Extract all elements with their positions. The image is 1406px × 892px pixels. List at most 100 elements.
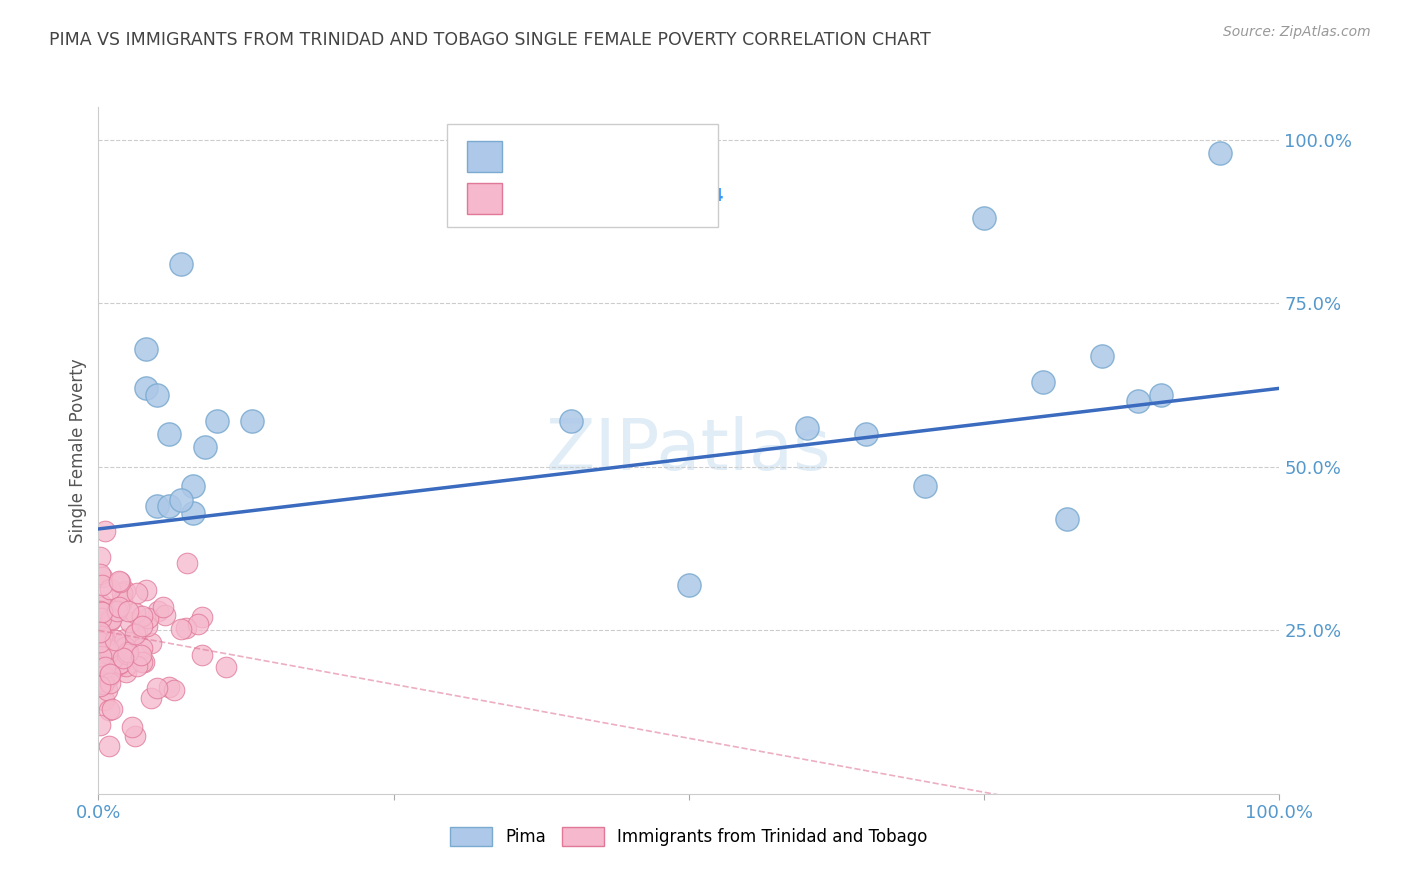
Point bbox=[98, 703, 121, 717]
FancyBboxPatch shape bbox=[447, 124, 718, 227]
Point bbox=[89, 549, 111, 564]
Point bbox=[163, 683, 186, 698]
Text: Source: ZipAtlas.com: Source: ZipAtlas.com bbox=[1223, 25, 1371, 39]
Point bbox=[1209, 145, 1232, 160]
Point bbox=[131, 619, 153, 633]
Point bbox=[98, 601, 121, 615]
Point bbox=[152, 599, 174, 614]
Point bbox=[124, 730, 146, 744]
Text: 104: 104 bbox=[686, 187, 724, 205]
Point bbox=[191, 609, 214, 624]
Point bbox=[89, 624, 111, 639]
Point bbox=[93, 692, 115, 706]
Point bbox=[1126, 394, 1149, 409]
Point bbox=[89, 718, 111, 732]
Point bbox=[914, 479, 936, 493]
Point bbox=[98, 668, 121, 682]
Point bbox=[90, 578, 112, 592]
Point bbox=[90, 610, 112, 624]
Point bbox=[135, 381, 157, 395]
Point bbox=[98, 667, 121, 681]
Point bbox=[94, 618, 117, 632]
Point bbox=[125, 658, 148, 673]
Point bbox=[117, 648, 139, 662]
Point bbox=[131, 656, 153, 670]
Point bbox=[181, 506, 204, 520]
Point bbox=[174, 621, 197, 635]
Point bbox=[170, 492, 193, 507]
Text: ZIPatlas: ZIPatlas bbox=[546, 416, 832, 485]
Legend: Pima, Immigrants from Trinidad and Tobago: Pima, Immigrants from Trinidad and Tobag… bbox=[441, 818, 936, 855]
Point bbox=[90, 648, 112, 663]
Point bbox=[157, 499, 180, 513]
Point bbox=[89, 600, 111, 615]
Text: N =: N = bbox=[636, 187, 672, 205]
Point bbox=[176, 556, 198, 570]
Point bbox=[141, 635, 163, 649]
Point bbox=[101, 642, 124, 657]
Point bbox=[125, 586, 148, 600]
Point bbox=[110, 659, 132, 673]
Point bbox=[89, 567, 111, 582]
Point bbox=[170, 257, 193, 271]
Point bbox=[146, 681, 169, 695]
Point bbox=[89, 607, 111, 621]
Point bbox=[117, 645, 139, 659]
Point bbox=[120, 615, 142, 629]
Point bbox=[139, 690, 162, 705]
Point bbox=[101, 651, 124, 665]
Point bbox=[94, 660, 117, 674]
Point bbox=[93, 625, 115, 640]
Point bbox=[107, 599, 129, 614]
Point bbox=[146, 499, 169, 513]
Point bbox=[1056, 512, 1078, 526]
Point bbox=[240, 414, 263, 428]
Point bbox=[104, 656, 127, 670]
Point bbox=[89, 679, 111, 693]
Text: N =: N = bbox=[636, 146, 672, 164]
Point bbox=[131, 640, 153, 655]
Point bbox=[91, 605, 114, 619]
Point bbox=[124, 606, 146, 620]
Point bbox=[146, 388, 169, 402]
Point bbox=[205, 414, 228, 428]
Point bbox=[93, 634, 115, 648]
Point bbox=[91, 629, 114, 643]
Point bbox=[560, 414, 582, 428]
Point bbox=[91, 570, 114, 584]
Point bbox=[97, 646, 120, 660]
Point bbox=[104, 632, 127, 647]
Point bbox=[187, 617, 209, 632]
Point bbox=[115, 665, 138, 680]
Point bbox=[181, 479, 204, 493]
Point bbox=[136, 619, 159, 633]
Point bbox=[115, 659, 138, 673]
Point bbox=[89, 635, 111, 649]
Point bbox=[190, 648, 212, 662]
Point bbox=[678, 577, 700, 591]
Point bbox=[90, 597, 112, 611]
Point bbox=[101, 644, 124, 658]
Text: 25: 25 bbox=[686, 146, 711, 164]
Point bbox=[93, 639, 115, 653]
Point bbox=[89, 643, 111, 657]
Point bbox=[1091, 349, 1114, 363]
Point bbox=[1150, 388, 1173, 402]
Text: -0.110: -0.110 bbox=[553, 187, 617, 205]
Point bbox=[136, 611, 159, 625]
Point bbox=[93, 642, 115, 657]
Text: 0.300: 0.300 bbox=[560, 146, 616, 164]
Point bbox=[855, 427, 877, 442]
Point bbox=[98, 582, 121, 596]
Point bbox=[94, 668, 117, 682]
Point bbox=[97, 641, 120, 656]
Point bbox=[796, 420, 818, 434]
Point bbox=[98, 615, 121, 629]
Point bbox=[114, 584, 136, 599]
Point bbox=[97, 613, 120, 627]
Point bbox=[89, 604, 111, 618]
Point bbox=[124, 627, 146, 641]
Point bbox=[104, 602, 127, 616]
Point bbox=[100, 702, 122, 716]
Point bbox=[117, 604, 139, 618]
